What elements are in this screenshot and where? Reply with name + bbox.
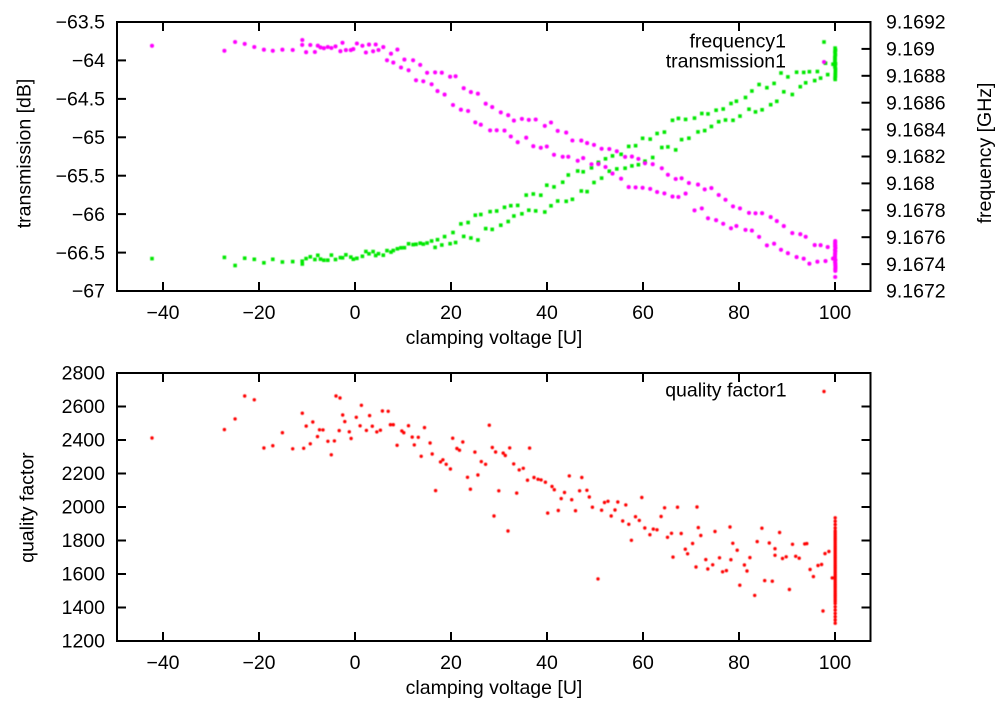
svg-text:9.1672: 9.1672 (886, 281, 946, 303)
svg-text:clamping voltage [U]: clamping voltage [U] (406, 327, 583, 349)
svg-text:1200: 1200 (62, 631, 106, 653)
svg-text:1800: 1800 (62, 530, 106, 552)
svg-text:2000: 2000 (62, 497, 106, 519)
svg-text:clamping voltage [U]: clamping voltage [U] (406, 677, 583, 699)
svg-text:9.1678: 9.1678 (886, 200, 946, 222)
svg-text:−67: −67 (72, 281, 105, 303)
svg-text:2600: 2600 (62, 396, 106, 418)
svg-text:−66.5: −66.5 (56, 242, 105, 264)
svg-text:20: 20 (440, 302, 462, 324)
svg-text:−20: −20 (242, 652, 275, 674)
svg-text:80: 80 (728, 302, 750, 324)
svg-text:−40: −40 (146, 302, 179, 324)
svg-text:1600: 1600 (62, 564, 106, 586)
svg-text:−64: −64 (72, 50, 105, 72)
svg-text:frequency [GHz]: frequency [GHz] (974, 83, 996, 224)
svg-text:9.1684: 9.1684 (886, 119, 946, 141)
svg-text:transmission [dB]: transmission [dB] (14, 79, 36, 229)
svg-text:100: 100 (819, 652, 852, 674)
svg-text:9.1676: 9.1676 (886, 227, 946, 249)
svg-text:1400: 1400 (62, 597, 106, 619)
svg-text:100: 100 (819, 302, 852, 324)
svg-text:−20: −20 (242, 302, 275, 324)
svg-text:60: 60 (632, 652, 654, 674)
svg-text:9.1688: 9.1688 (886, 66, 946, 88)
svg-text:−65: −65 (72, 127, 105, 149)
svg-text:frequency1: frequency1 (690, 31, 786, 53)
svg-text:2200: 2200 (62, 463, 106, 485)
svg-text:9.1686: 9.1686 (886, 92, 946, 114)
svg-text:9.1674: 9.1674 (886, 254, 946, 276)
svg-text:9.1692: 9.1692 (886, 12, 946, 34)
svg-text:60: 60 (632, 302, 654, 324)
svg-text:−66: −66 (72, 204, 105, 226)
svg-text:9.1682: 9.1682 (886, 146, 946, 168)
svg-text:−65.5: −65.5 (56, 165, 105, 187)
svg-text:20: 20 (440, 652, 462, 674)
svg-text:−63.5: −63.5 (56, 12, 105, 34)
svg-text:−40: −40 (146, 652, 179, 674)
svg-text:−64.5: −64.5 (56, 89, 105, 111)
svg-text:transmission1: transmission1 (666, 51, 786, 73)
svg-text:0: 0 (350, 302, 361, 324)
svg-text:9.168: 9.168 (886, 173, 935, 195)
svg-text:40: 40 (536, 652, 558, 674)
svg-text:40: 40 (536, 302, 558, 324)
svg-text:2400: 2400 (62, 430, 106, 452)
svg-text:quality factor1: quality factor1 (665, 380, 786, 402)
svg-text:quality factor: quality factor (17, 452, 39, 563)
svg-text:80: 80 (728, 652, 750, 674)
svg-text:9.169: 9.169 (886, 39, 935, 61)
svg-text:2800: 2800 (62, 363, 106, 385)
svg-text:0: 0 (350, 652, 361, 674)
